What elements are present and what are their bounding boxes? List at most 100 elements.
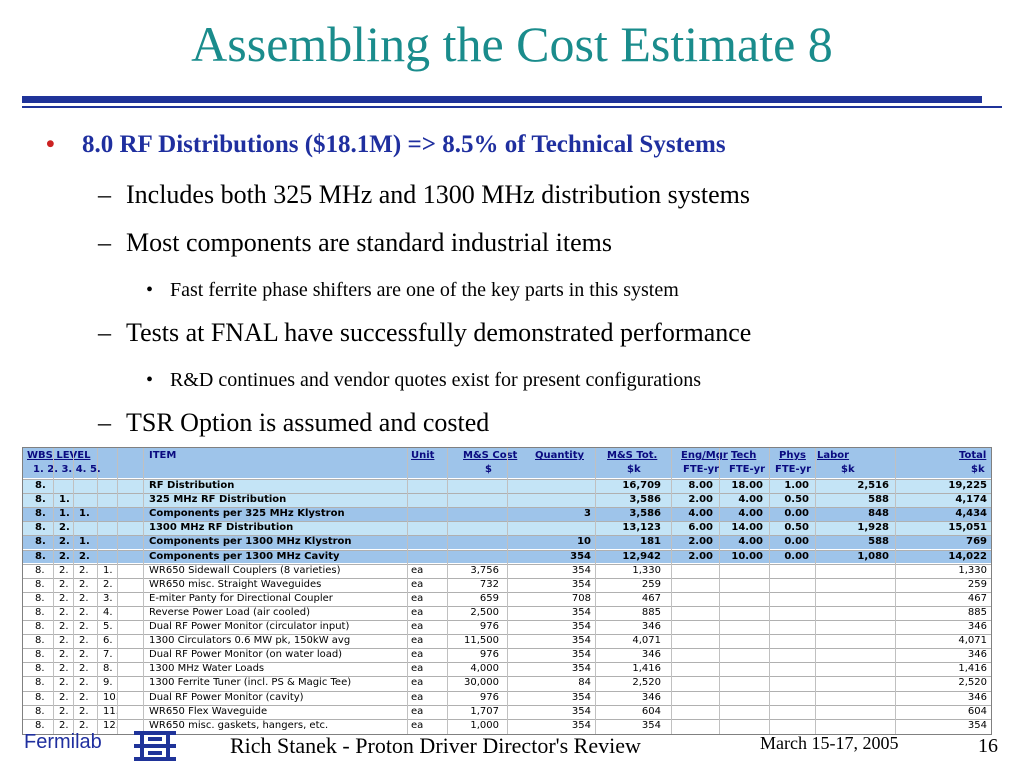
cell-total: 354 (967, 719, 987, 731)
cell-wbs-level-1: 8. (35, 621, 45, 632)
header-ms-cost-unit: $ (485, 464, 492, 475)
cell-wbs-level-1: 8. (35, 606, 45, 618)
cell-ms-tot: 346 (641, 649, 661, 661)
cell-wbs-level-1: 8. (35, 536, 46, 548)
cell-wbs-level-2: 2. (59, 677, 69, 689)
header-unit: Unit (411, 450, 435, 461)
cell-ms-tot: 1,330 (632, 564, 661, 576)
cell-phys: 0.00 (784, 508, 809, 520)
cell-wbs-level-3: 2. (79, 621, 89, 632)
cell-wbs-level-2: 2. (59, 606, 69, 618)
header-tech: Tech (731, 450, 757, 461)
cell-wbs-level-1: 8. (35, 677, 45, 689)
cell-quantity: 10 (577, 536, 591, 548)
grid-line (671, 448, 672, 734)
cell-item: 325 MHz RF Distribution (149, 494, 287, 506)
header-total-unit: $k (971, 464, 985, 475)
cell-wbs-level-1: 8. (35, 635, 45, 647)
cell-total: 2,520 (958, 677, 987, 689)
cell-wbs-level-1: 8. (35, 564, 45, 576)
cell-ms-tot: 346 (641, 691, 661, 703)
cell-wbs-level-3: 2. (79, 705, 89, 717)
cell-quantity: 354 (571, 705, 591, 717)
header-ms-cost: M&S Cost (463, 450, 518, 461)
cell-tech: 4.00 (738, 508, 763, 520)
cell-eng: 4.00 (688, 508, 713, 520)
cell-wbs-level-4: 2. (103, 578, 113, 590)
cell-item: Components per 1300 MHz Cavity (149, 550, 340, 562)
cell-wbs-level-4: 4. (103, 606, 113, 618)
dash: – (98, 318, 111, 347)
cell-wbs-level-4: 9. (103, 677, 113, 689)
cell-ms-cost: 2,500 (470, 606, 499, 618)
cell-tech: 14.00 (731, 522, 763, 534)
cell-wbs-level-1: 8. (35, 578, 45, 590)
footer-presenter: Rich Stanek - Proton Driver Director's R… (230, 733, 641, 758)
cell-item: Dual RF Power Monitor (on water load) (149, 649, 343, 661)
sub-bullet-text: TSR Option is assumed and costed (126, 408, 490, 437)
cell-item: Reverse Power Load (air cooled) (149, 606, 310, 618)
cell-ms-tot: 1,416 (632, 663, 661, 675)
cell-total: 1,330 (958, 564, 987, 576)
cell-ms-tot: 13,123 (622, 522, 661, 534)
cell-labor: 1,928 (857, 522, 889, 534)
header-labor: Labor (817, 450, 850, 461)
header-quantity: Quantity (535, 450, 584, 461)
grid-line (769, 448, 770, 734)
cell-total: 1,416 (958, 663, 987, 675)
cell-wbs-level-1: 8. (35, 705, 45, 717)
cell-ms-tot: 181 (640, 536, 661, 548)
cell-wbs-level-4: 6. (103, 635, 113, 647)
cell-phys: 0.00 (784, 550, 809, 562)
sub-sub-bullet-text: Fast ferrite phase shifters are one of t… (170, 279, 679, 301)
header-ms-tot: M&S Tot. (607, 450, 658, 461)
cell-wbs-level-2: 1. (59, 508, 70, 520)
dash: – (98, 180, 111, 209)
cell-ms-cost: 976 (479, 649, 499, 661)
cell-labor: 588 (868, 494, 889, 506)
cell-wbs-level-3: 1. (79, 508, 90, 520)
main-bullet-text: 8.0 RF Distributions ($18.1M) => 8.5% of… (82, 131, 726, 158)
cell-wbs-level-1: 8. (35, 719, 45, 731)
sub-sub-bullet-text: R&D continues and vendor quotes exist fo… (170, 369, 701, 391)
footer-date: March 15-17, 2005 (760, 733, 899, 753)
header-total: Total (959, 450, 987, 461)
title-rule-thin (22, 106, 982, 108)
cell-item: Components per 325 MHz Klystron (149, 508, 345, 520)
cell-wbs-level-3: 2. (79, 691, 89, 703)
cell-wbs-level-2: 1. (59, 494, 70, 506)
dash: – (98, 228, 111, 257)
cell-wbs-level-2: 2. (59, 705, 69, 717)
cell-quantity: 354 (570, 550, 591, 562)
cell-ms-tot: 604 (641, 705, 661, 717)
cell-quantity: 84 (578, 677, 591, 689)
cell-wbs-level-3: 2. (79, 592, 89, 604)
bullet-dot: • (46, 131, 55, 158)
cell-total: 885 (967, 606, 987, 618)
cell-ms-tot: 467 (641, 592, 661, 604)
cell-phys: 0.00 (784, 536, 809, 548)
cell-wbs-level-2: 2. (59, 564, 69, 576)
title-rule-tail (982, 106, 1002, 108)
header-phys-unit: FTE-yr (775, 464, 812, 475)
slide-title: Assembling the Cost Estimate 8 (191, 16, 833, 72)
cell-unit: ea (411, 705, 424, 717)
header-tech-unit: FTE-yr (729, 464, 766, 475)
cell-labor: 848 (868, 508, 889, 520)
cell-wbs-level-1: 8. (35, 663, 45, 675)
grid-line (815, 448, 816, 734)
cell-item: Components per 1300 MHz Klystron (149, 536, 352, 548)
grid-line (73, 448, 74, 734)
cell-tech: 4.00 (738, 536, 763, 548)
header-engmgr: Eng/Mgr (681, 450, 728, 461)
cell-phys: 0.50 (784, 522, 809, 534)
cell-wbs-level-1: 8. (35, 508, 46, 520)
cell-ms-tot: 259 (641, 578, 661, 590)
header-item: ITEM (149, 450, 177, 461)
grid-line (117, 448, 118, 734)
cell-quantity: 354 (571, 564, 591, 576)
cell-total: 4,174 (955, 494, 987, 506)
cell-unit: ea (411, 621, 424, 632)
cell-phys: 0.50 (784, 494, 809, 506)
cell-wbs-level-4: 5. (103, 621, 113, 632)
